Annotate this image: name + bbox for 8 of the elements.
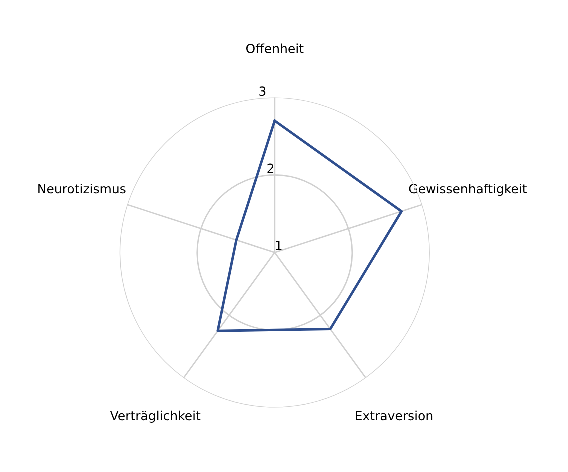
y-tick-label: 1 <box>276 241 282 250</box>
spoke-label: Extraversion <box>356 410 433 421</box>
y-tick-label: 3 <box>260 86 266 96</box>
y-tick-label: 2 <box>268 164 274 174</box>
spoke-label: Neurotizismus <box>38 184 126 194</box>
spoke-label: Offenheit <box>246 44 304 54</box>
spoke-label: Gewissenhaftigkeit <box>409 184 527 196</box>
spoke-label: Verträglichkeit <box>110 410 201 424</box>
